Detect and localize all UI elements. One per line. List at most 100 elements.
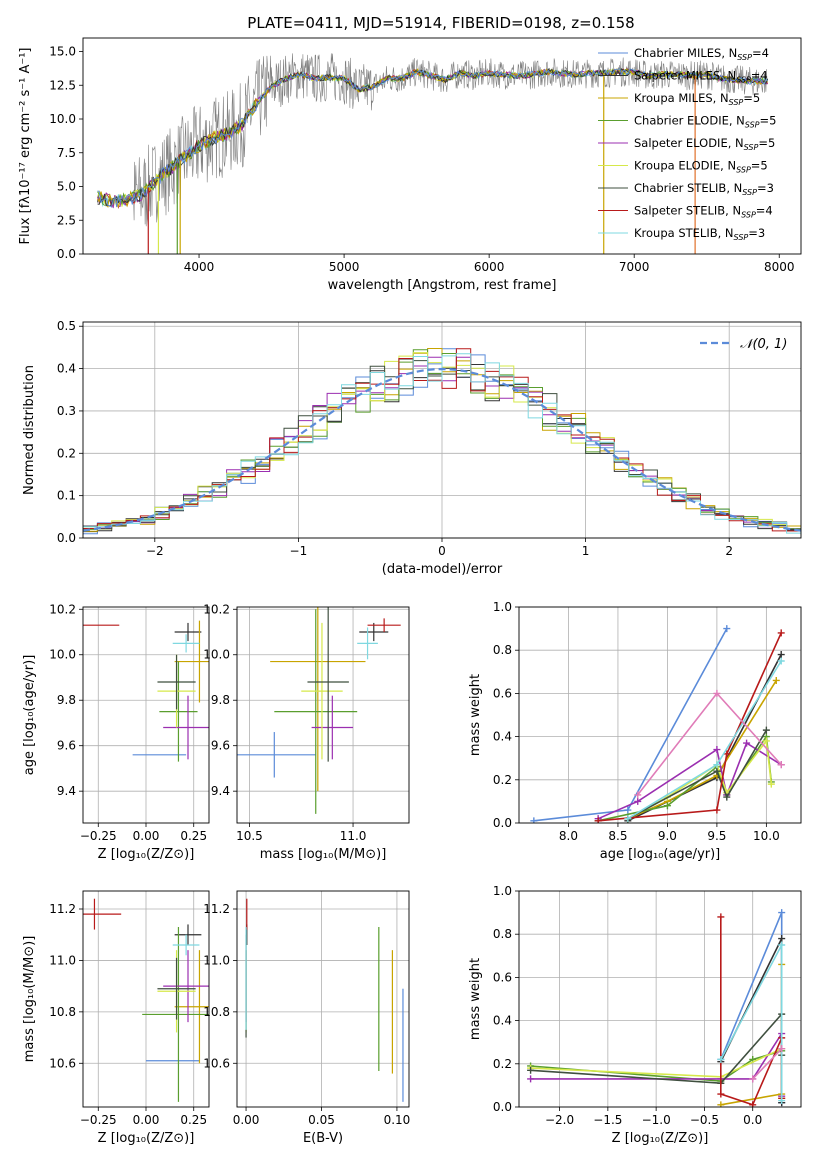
weight-marker xyxy=(762,737,770,745)
x-tick-label: −1 xyxy=(290,544,308,558)
weight-marker xyxy=(777,629,785,637)
y-tick-label: 10.0 xyxy=(203,648,230,662)
weight-marker xyxy=(527,1066,535,1074)
y-tick-label: 11.2 xyxy=(49,902,76,916)
weight-series-line xyxy=(752,1048,783,1080)
error-bars xyxy=(83,620,209,762)
x-tick-label: −2.0 xyxy=(545,1113,574,1127)
panel-age-vs-Z: −0.25 0.00 0.25 9.4 9.6 9.8 10.0 10.2 Z [log₁₀(Z… xyxy=(22,602,210,862)
y-tick-label: 15.0 xyxy=(49,45,76,59)
panel-mass-weight-vs-Z: −2.0 −1.5 −1.0 −0.5 0.0 0.0 0.2 0.4 0.6 0.8 1.0 Z [… xyxy=(468,884,802,1146)
y-tick-label: 9.4 xyxy=(57,784,76,798)
x-axis-label: wavelength [Angstrom, rest frame] xyxy=(328,278,557,293)
legend-entry: Salpeter STELIB, NSSP=4 xyxy=(634,204,773,220)
y-tick-label: 10.8 xyxy=(203,1005,230,1019)
weight-marker xyxy=(767,780,775,788)
weight-marker xyxy=(713,767,721,775)
y-tick-label: 10.6 xyxy=(49,1056,76,1070)
weight-marker xyxy=(778,1097,786,1105)
y-tick-label: 0.0 xyxy=(493,1100,512,1114)
y-tick-label: 0.4 xyxy=(57,362,76,376)
x-tick-label: 10.5 xyxy=(236,829,263,843)
weight-marker xyxy=(713,761,721,769)
figure-title: PLATE=0411, MJD=51914, FIBERID=0198, z=0… xyxy=(247,14,634,32)
x-tick-label: 0.25 xyxy=(180,829,207,843)
legend-entry: Chabrier MILES, NSSP=4 xyxy=(634,46,769,62)
y-tick-label: 7.5 xyxy=(57,146,76,160)
x-tick-label: 0.25 xyxy=(180,1113,207,1127)
y-tick-label: 0.6 xyxy=(493,686,512,700)
x-axis-label: E(B-V) xyxy=(303,1131,343,1146)
legend-entry: Kroupa STELIB, NSSP=3 xyxy=(634,226,765,242)
x-axis-label: (data-model)/error xyxy=(382,562,503,577)
axes-frame xyxy=(518,890,802,1108)
weight-marker xyxy=(778,935,786,943)
x-tick-label: 2 xyxy=(725,544,733,558)
x-tick-label: 8000 xyxy=(764,260,795,274)
weight-marker xyxy=(717,1055,725,1063)
weight-marker xyxy=(634,791,642,799)
legend-entry: Chabrier STELIB, NSSP=3 xyxy=(634,181,774,197)
x-tick-label: 10.0 xyxy=(753,829,780,843)
legend-entry: 𝒩(0, 1) xyxy=(740,337,787,352)
y-tick-label: 9.6 xyxy=(211,739,230,753)
x-axis-label: Z [log₁₀(Z/Z⊙)] xyxy=(98,1131,195,1146)
y-axis-label: mass weight xyxy=(468,958,483,1040)
x-axis-label: Z [log₁₀(Z/Z⊙)] xyxy=(98,847,195,862)
panel-mass-vs-EBV: 0.00 0.05 0.10 10.6 10.8 11.0 11.2 E(B-V) xyxy=(203,890,411,1146)
axes-frame xyxy=(82,37,802,255)
y-axis-label: Normed distribution xyxy=(22,365,37,495)
y-tick-label: 9.8 xyxy=(57,693,76,707)
weight-marker xyxy=(527,1075,535,1083)
y-tick-label: 0.1 xyxy=(57,489,76,503)
y-tick-label: 9.8 xyxy=(211,693,230,707)
model-spectrum-line xyxy=(97,68,768,208)
y-tick-label: 10.0 xyxy=(49,648,76,662)
y-tick-label: 0.2 xyxy=(493,1057,512,1071)
x-tick-label: 0.00 xyxy=(133,829,160,843)
weight-marker xyxy=(778,909,786,917)
y-tick-label: 12.5 xyxy=(49,78,76,92)
y-tick-label: 10.0 xyxy=(49,112,76,126)
y-tick-label: 10.8 xyxy=(49,1005,76,1019)
y-tick-label: 0.3 xyxy=(57,404,76,418)
x-tick-label: 11.0 xyxy=(340,829,367,843)
error-bars xyxy=(245,898,404,1102)
x-axis-label: age [log₁₀(age/yr)] xyxy=(600,847,721,862)
y-tick-label: 2.5 xyxy=(57,213,76,227)
panel-mass-weight-vs-age: 8.0 8.5 9.0 9.5 10.0 0.0 0.2 0.4 0.6 0.8 1.0 age [l… xyxy=(468,600,802,862)
weight-series-line xyxy=(598,632,782,822)
weight-marker xyxy=(777,657,785,665)
y-tick-label: 0.8 xyxy=(493,927,512,941)
weight-series-line xyxy=(597,741,782,820)
weight-marker xyxy=(530,817,538,823)
y-tick-label: 11.0 xyxy=(49,953,76,967)
y-tick-label: 1.0 xyxy=(493,600,512,614)
weight-marker xyxy=(777,761,785,769)
y-tick-label: 10.6 xyxy=(203,1056,230,1070)
x-tick-label: 7000 xyxy=(619,260,650,274)
panel-mass-vs-Z: −0.25 0.00 0.25 10.6 10.8 11.0 11.2 Z [log₁₀(Z/… xyxy=(22,890,210,1146)
weight-lines xyxy=(530,625,785,823)
weight-marker xyxy=(713,689,721,697)
x-tick-label: 0.05 xyxy=(308,1113,335,1127)
weight-marker xyxy=(717,1090,725,1098)
weight-marker xyxy=(723,793,731,801)
error-bars xyxy=(237,607,401,814)
weight-marker xyxy=(723,625,731,633)
spectrum-lines xyxy=(97,53,769,254)
x-tick-label: 8.0 xyxy=(559,829,578,843)
x-tick-label: 0.00 xyxy=(233,1113,260,1127)
histograms xyxy=(83,348,801,535)
weight-marker xyxy=(778,1045,786,1053)
x-tick-label: −1.0 xyxy=(642,1113,671,1127)
y-tick-label: 0.0 xyxy=(493,816,512,830)
y-axis-label: age [log₁₀(age/yr)] xyxy=(22,655,37,776)
y-axis-label: Flux [fλ10⁻¹⁷ erg cm⁻² s⁻¹ A⁻¹] xyxy=(18,48,33,245)
x-tick-label: −0.25 xyxy=(80,829,117,843)
weight-marker xyxy=(772,676,780,684)
weight-lines xyxy=(527,909,786,1107)
y-tick-label: 11.0 xyxy=(203,953,230,967)
weight-marker xyxy=(778,941,786,949)
x-tick-label: 0.10 xyxy=(384,1113,411,1127)
